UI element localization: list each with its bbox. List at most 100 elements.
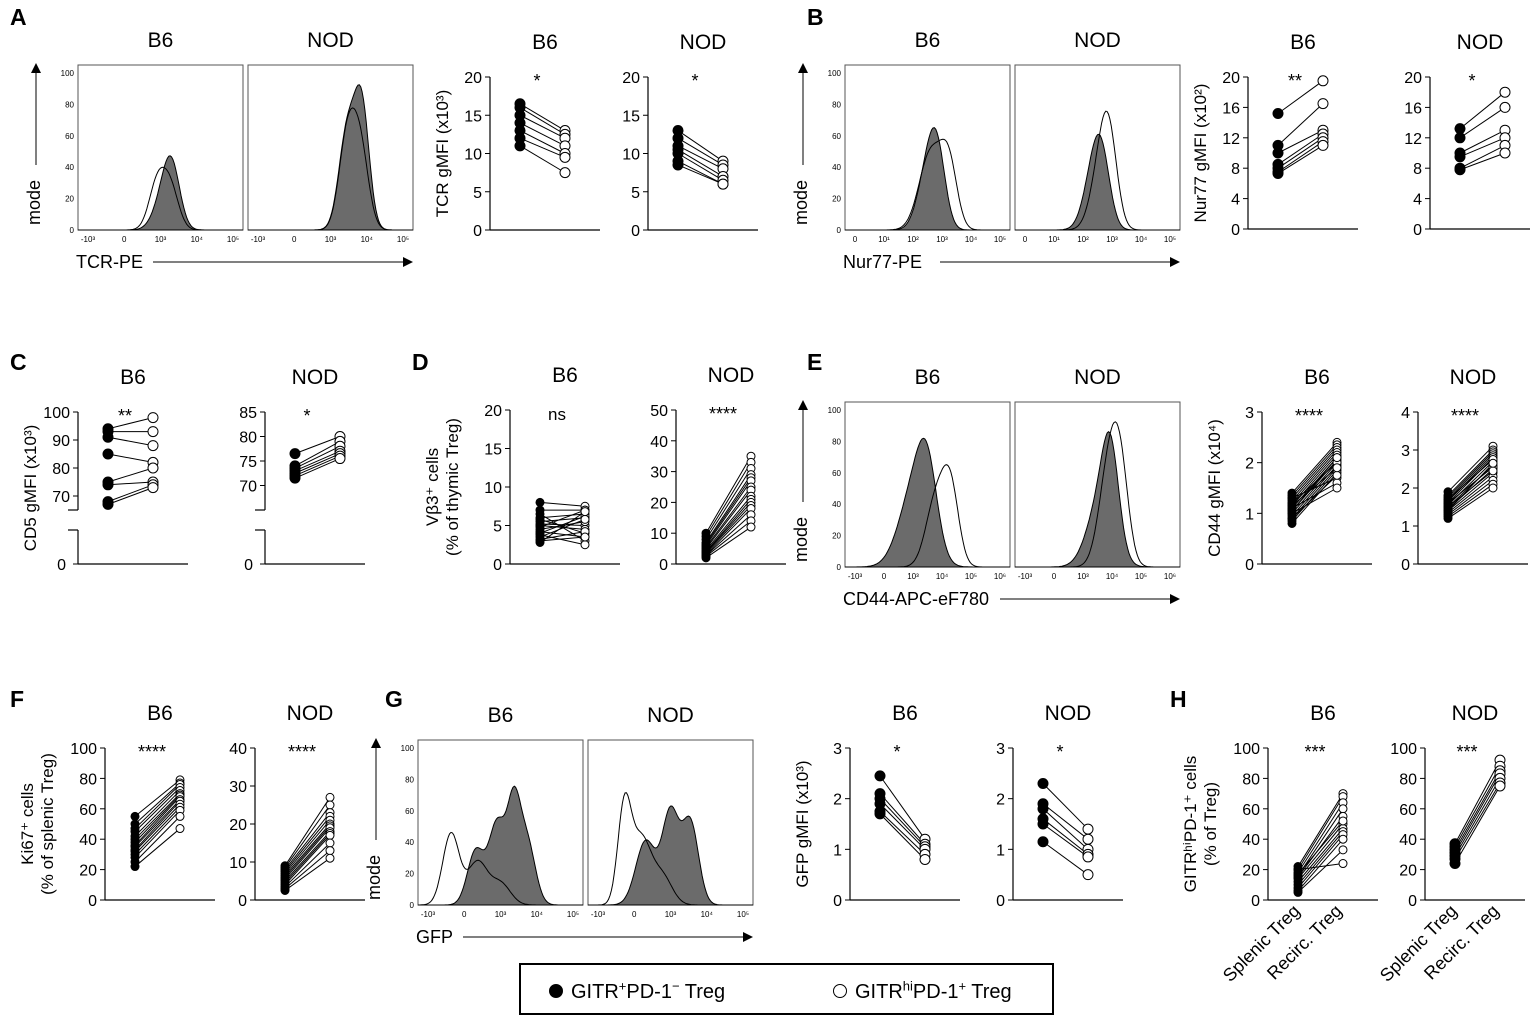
y-tick-label: 20	[1404, 70, 1422, 87]
data-point-gitr-pd1-neg	[1443, 513, 1453, 523]
pair-line	[1447, 455, 1494, 502]
pair-line	[1297, 802, 1344, 873]
y-tick-label: 30	[229, 779, 247, 796]
y-tick-label: 15	[464, 108, 482, 125]
pair-line	[107, 481, 154, 486]
y-tick-label: 0	[996, 893, 1005, 910]
data-point-gitr-pd1-neg	[672, 159, 684, 171]
pair-line	[705, 462, 752, 537]
x-tick-label: 10³	[907, 572, 919, 581]
pair-line	[134, 787, 181, 832]
data-point-gitr-pd1-neg	[1272, 107, 1284, 119]
y-axis-label: Nur77 gMFI (x10²)	[1191, 84, 1210, 223]
pair-line	[1459, 106, 1506, 139]
arrow-right-icon	[403, 257, 413, 267]
y-tick-label: 40	[832, 163, 841, 172]
data-point-gitr-pd1-neg	[102, 479, 114, 491]
data-point-gitr-pd1-neg	[1449, 858, 1461, 870]
pair-line	[134, 816, 181, 863]
x-tick-label: 10⁴	[191, 235, 204, 244]
y-tick-label: 12	[1222, 131, 1240, 148]
y-tick-label: 3	[1245, 405, 1254, 422]
pair-line	[1291, 474, 1338, 519]
pair-line	[705, 480, 752, 546]
y-tick-label: 20	[79, 863, 97, 880]
data-point-gitrhi-pd1-pos	[1488, 483, 1498, 493]
chart-title: B6	[552, 364, 578, 387]
chart-c-nod-9: NOD 0 70 75 80 85 *	[239, 366, 365, 574]
pair-line	[677, 145, 724, 170]
y-tick-label: 85	[239, 405, 257, 422]
x-tick-label: 10¹	[878, 235, 890, 244]
chart-title: NOD	[292, 366, 339, 389]
x-tick-label: 0	[1052, 572, 1057, 581]
x-tick-label: 10³	[936, 235, 948, 244]
pair-line	[539, 517, 586, 523]
y-tick-label: 60	[1242, 802, 1260, 819]
legend-item-gitr-pd1-neg: GITR+PD-1− Treg	[549, 978, 725, 1004]
data-point-gitr-pd1-neg	[1272, 168, 1284, 180]
pair-line	[1042, 823, 1089, 858]
pair-line	[1454, 770, 1501, 851]
y-tick-label: 0	[244, 557, 253, 574]
data-point-gitrhi-pd1-pos	[919, 853, 931, 865]
pair-line	[284, 842, 331, 888]
y-tick-label: 80	[832, 437, 841, 446]
y-tick-label: 0	[1408, 893, 1417, 910]
data-point-gitr-pd1-neg	[280, 886, 290, 895]
y-tick-label: 16	[1404, 100, 1422, 117]
histogram-open-gitrhi-pd1-pos	[845, 464, 1010, 568]
pair-line	[539, 534, 586, 546]
pair-line	[705, 455, 752, 534]
data-point-gitr-pd1-neg	[514, 140, 526, 152]
chart-f-nod-17: NOD 0 10 20 30 40 ****	[229, 702, 365, 910]
chart-b-nod-7: NOD 0 4 8 12 16 20 *	[1404, 31, 1530, 239]
data-point-gitrhi-pd1-pos	[1488, 458, 1498, 468]
y-tick-label: 80	[239, 430, 257, 447]
pair-line	[284, 823, 331, 876]
y-axis-label: (% of splenic Treg)	[38, 753, 57, 895]
pair-line	[134, 782, 181, 825]
data-point-gitrhi-pd1-pos	[1332, 470, 1342, 480]
pair-line	[294, 458, 341, 479]
pair-line	[677, 130, 724, 162]
data-point-gitrhi-pd1-pos	[1082, 869, 1094, 881]
chart-title: B6	[120, 366, 146, 389]
data-point-gitrhi-pd1-pos	[175, 824, 185, 834]
y-tick-label: 1	[1245, 506, 1254, 523]
pair-line	[1447, 457, 1494, 504]
y-tick-label: 3	[1401, 443, 1410, 460]
arrow-right-icon	[1170, 257, 1180, 267]
significance-label: *	[893, 742, 900, 762]
pair-line	[519, 122, 566, 147]
x-tick-label: -10³	[1018, 572, 1033, 581]
x-tick-label: 10³	[495, 910, 507, 919]
pair-line	[1447, 461, 1494, 506]
y-tick-label: 80	[52, 461, 70, 478]
data-point-gitrhi-pd1-pos	[1499, 147, 1511, 159]
x-tick-label: -10³	[591, 910, 606, 919]
chart-a-nod-3: NOD 0 5 10 15 20 *	[622, 31, 758, 240]
y-tick-label: 0	[493, 557, 502, 574]
chart-title: B6	[915, 29, 941, 52]
significance-label: ****	[709, 404, 737, 424]
y-tick-label: 0	[833, 893, 842, 910]
y-tick-label: 16	[1222, 100, 1240, 117]
y-tick-label: 80	[79, 771, 97, 788]
x-tick-label: 0	[122, 235, 127, 244]
data-point-gitrhi-pd1-pos	[559, 151, 571, 163]
data-point-gitrhi-pd1-pos	[1082, 851, 1094, 863]
chart-e-nod-15: NOD 0 1 2 3 4 ****	[1401, 366, 1528, 574]
significance-label: ***	[1456, 742, 1477, 762]
pair-line	[284, 835, 331, 886]
pair-line	[134, 803, 181, 852]
y-tick-label: 80	[1399, 771, 1417, 788]
histogram-filled-gitr-pd1-neg	[78, 155, 243, 231]
significance-label: ns	[548, 405, 566, 424]
pair-line	[1291, 442, 1338, 494]
y-tick-label: 40	[1399, 832, 1417, 849]
data-point-gitrhi-pd1-pos	[1332, 453, 1342, 463]
chart-title: NOD	[647, 704, 694, 727]
y-tick-label: 20	[484, 403, 502, 420]
